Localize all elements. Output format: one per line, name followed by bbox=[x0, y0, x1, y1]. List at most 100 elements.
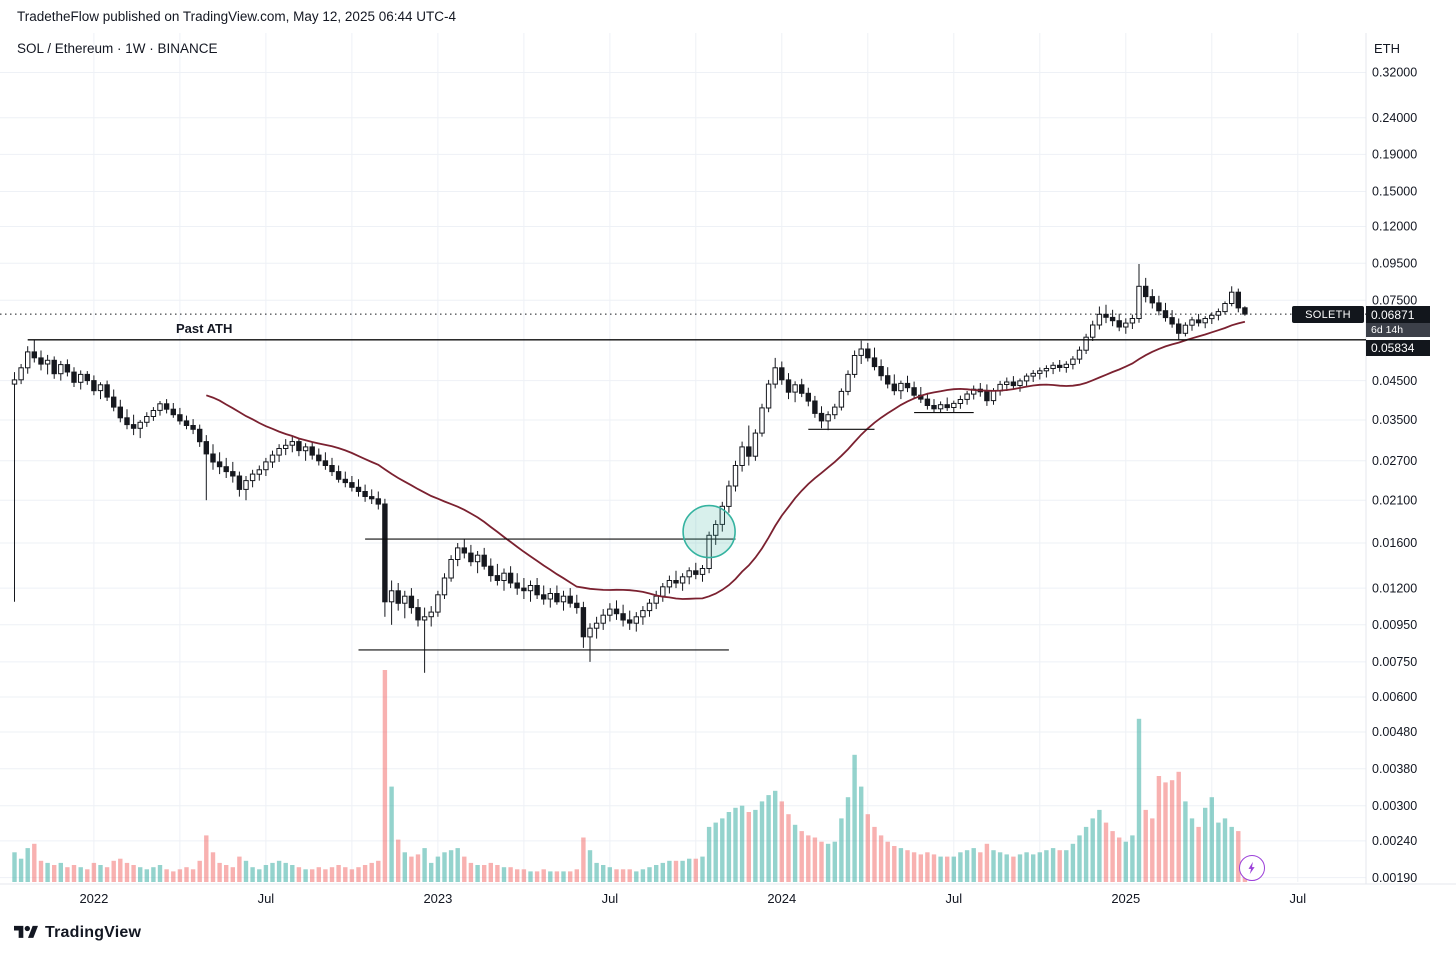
volume-bar bbox=[482, 865, 487, 882]
candle bbox=[283, 444, 289, 449]
bar-countdown-tag: 6d 14h bbox=[1366, 323, 1430, 337]
volume-bar bbox=[799, 831, 804, 882]
volume-bar bbox=[71, 865, 77, 882]
volume-bar bbox=[243, 860, 249, 882]
candle bbox=[838, 390, 845, 408]
candle bbox=[527, 585, 534, 592]
candle bbox=[620, 613, 626, 621]
candle bbox=[1129, 318, 1136, 324]
candle bbox=[78, 373, 84, 383]
candle bbox=[395, 590, 401, 604]
time-tick-label: 2025 bbox=[1111, 891, 1140, 906]
price-axis[interactable]: 0.32000 0.24000 0.19000 0.15000 0.12000 0.095… bbox=[1372, 66, 1417, 885]
volume-bar bbox=[98, 865, 103, 882]
candle bbox=[1123, 322, 1129, 328]
boost-icon[interactable] bbox=[1239, 855, 1265, 881]
candle bbox=[1229, 291, 1235, 305]
tradingview-wordmark[interactable]: TradingView bbox=[45, 923, 142, 941]
price-tick-label: 0.03500 bbox=[1372, 413, 1417, 427]
candle bbox=[355, 486, 362, 492]
volume-bar bbox=[422, 848, 427, 882]
candle bbox=[474, 554, 481, 563]
volume-bar bbox=[402, 852, 407, 882]
candle bbox=[210, 453, 216, 463]
volume-bar bbox=[1222, 818, 1228, 882]
candle bbox=[931, 405, 937, 410]
candle bbox=[177, 414, 183, 422]
candle bbox=[375, 498, 382, 505]
volume-bar bbox=[832, 841, 837, 882]
drawings-layer[interactable] bbox=[27, 339, 1366, 651]
volume-bar bbox=[1209, 797, 1214, 882]
candle bbox=[190, 425, 196, 430]
price-tick-label: 0.15000 bbox=[1372, 185, 1417, 199]
volume-bar bbox=[865, 814, 870, 882]
volume-bar bbox=[706, 826, 712, 882]
candle bbox=[1189, 319, 1195, 326]
volume-bar bbox=[1057, 850, 1062, 882]
tradingview-logo-icon[interactable] bbox=[14, 923, 38, 942]
volume-bar bbox=[925, 852, 930, 882]
candle bbox=[600, 614, 606, 624]
candle bbox=[1057, 364, 1063, 368]
volume-bar bbox=[475, 865, 480, 882]
candle bbox=[25, 351, 31, 369]
candle bbox=[1182, 324, 1189, 334]
candle bbox=[1169, 317, 1175, 325]
candle bbox=[111, 396, 117, 408]
volume-bar bbox=[111, 860, 116, 882]
candle bbox=[97, 384, 104, 392]
volume-bar bbox=[369, 862, 374, 882]
symbol-legend[interactable]: SOL / Ethereum · 1W · BINANCE bbox=[17, 41, 218, 56]
volume-bar bbox=[124, 862, 130, 882]
volume-bar bbox=[197, 860, 202, 882]
volume-bar bbox=[224, 865, 229, 882]
volume-bar bbox=[468, 862, 474, 882]
time-axis[interactable]: 2022 Jul 2023 Jul 2024 Jul 2025 Jul bbox=[79, 891, 1306, 906]
volume-bar bbox=[501, 867, 507, 882]
volume-bar bbox=[349, 869, 355, 882]
volume-bar bbox=[382, 670, 388, 882]
candle bbox=[91, 380, 97, 392]
volume-bar bbox=[462, 856, 467, 882]
volume-bar bbox=[739, 805, 745, 882]
candle bbox=[342, 478, 349, 484]
candle bbox=[1202, 318, 1208, 324]
candle bbox=[249, 473, 256, 482]
candle bbox=[865, 348, 871, 359]
candle bbox=[507, 572, 514, 584]
volume-bar bbox=[872, 826, 877, 882]
volume-bar bbox=[396, 839, 401, 882]
candle bbox=[316, 454, 322, 462]
volume-bar bbox=[25, 848, 30, 882]
volume-bar bbox=[237, 856, 242, 882]
volume-bar bbox=[78, 867, 83, 882]
candle bbox=[851, 355, 858, 375]
volume-bar bbox=[521, 869, 527, 882]
price-tick-label: 0.00750 bbox=[1372, 655, 1417, 669]
candle bbox=[792, 384, 798, 393]
volume-bar bbox=[951, 856, 956, 882]
candle bbox=[1156, 302, 1162, 312]
volume-bar bbox=[534, 871, 540, 882]
volume-bar bbox=[859, 786, 864, 882]
candle bbox=[772, 367, 778, 385]
volume-bar bbox=[356, 867, 361, 882]
candle bbox=[666, 580, 673, 588]
past-ath-label[interactable]: Past ATH bbox=[176, 321, 233, 336]
candle bbox=[878, 366, 884, 377]
volume-bar bbox=[488, 862, 493, 882]
candle bbox=[203, 441, 210, 455]
volume-bar bbox=[1189, 818, 1195, 882]
candle bbox=[216, 461, 223, 468]
candle bbox=[137, 421, 143, 429]
candle bbox=[554, 593, 560, 603]
volume-bar bbox=[1176, 771, 1181, 882]
candle bbox=[990, 390, 997, 402]
candle bbox=[1076, 349, 1083, 360]
candle bbox=[428, 611, 434, 618]
volume-bar bbox=[58, 862, 63, 882]
time-tick-label: Jul bbox=[258, 891, 275, 906]
volume-bar bbox=[568, 871, 573, 882]
